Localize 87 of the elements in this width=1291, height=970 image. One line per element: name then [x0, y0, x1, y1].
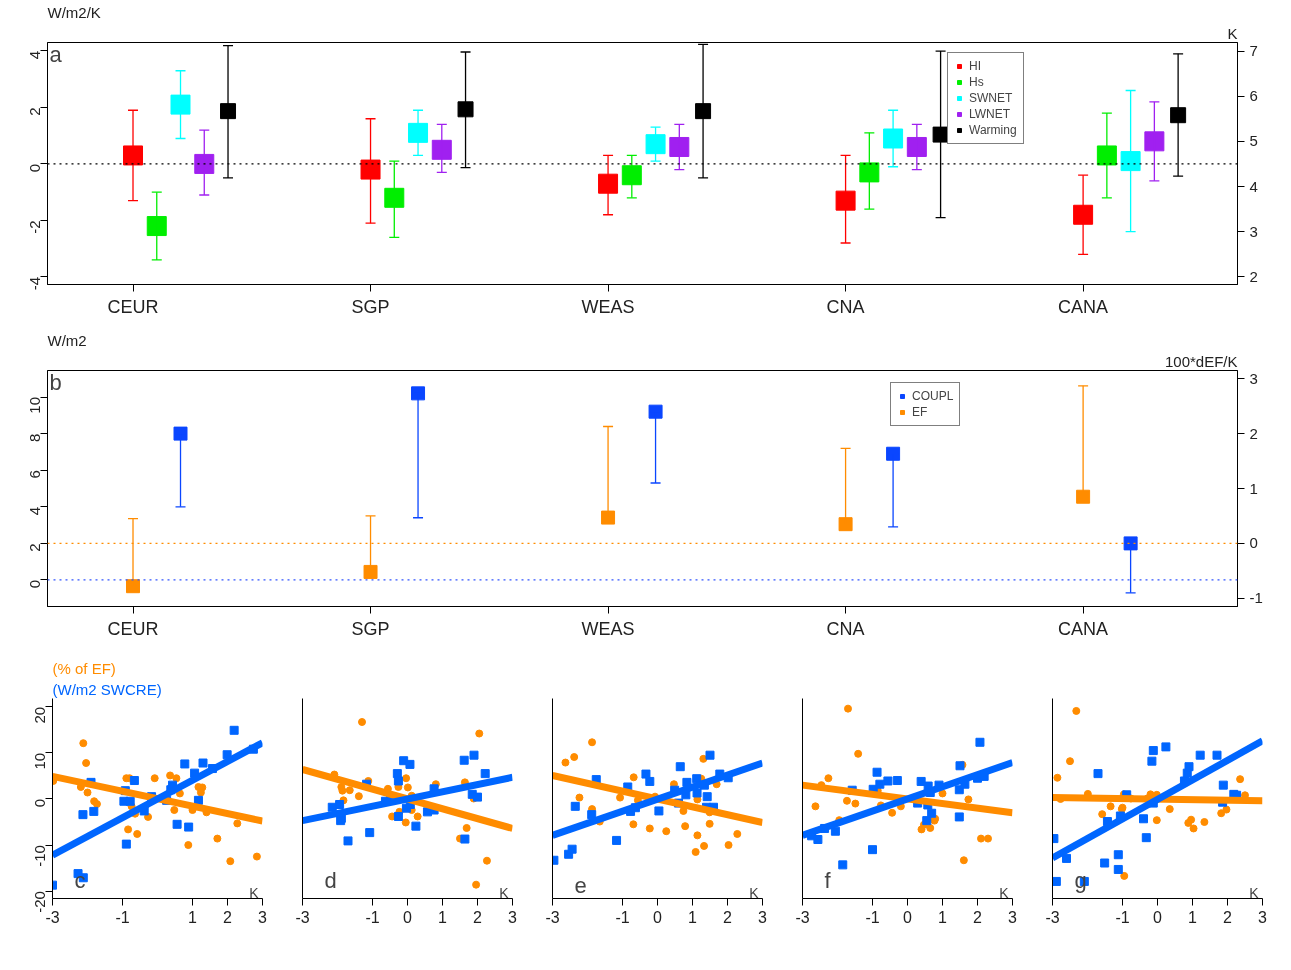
text: d: [324, 867, 337, 893]
legend-label: LWNET: [969, 107, 1011, 121]
x-tick-label: 2: [1223, 908, 1233, 926]
legend-label: SWNET: [969, 91, 1013, 105]
legend-label: COUPL: [912, 389, 954, 403]
y-tick-label: 0: [26, 163, 44, 173]
legend-label: EF: [912, 405, 929, 419]
legend-label: HI: [969, 59, 982, 73]
legend-label: Warming: [969, 123, 1017, 137]
text: e: [574, 872, 587, 898]
x-tick-label: 0: [653, 908, 663, 926]
x-tick-label: 1: [1188, 908, 1198, 926]
y-tick-label: -10: [31, 845, 49, 867]
y-axis-title: W/m2/K: [47, 3, 101, 21]
y2-tick-label: 0: [1249, 534, 1258, 552]
x-tick-label: 1: [438, 908, 448, 926]
x-axis-title: K: [1249, 884, 1260, 901]
y-tick-label: 8: [26, 433, 44, 442]
text: (% of EF): [52, 659, 116, 677]
text: f: [824, 867, 832, 893]
x-tick-label: CEUR: [107, 296, 159, 317]
text: (W/m2 SWCRE): [52, 680, 162, 698]
legend-label: Hs: [969, 75, 985, 89]
x-tick-label: 0: [1153, 908, 1163, 926]
x-tick-label: 2: [473, 908, 483, 926]
y2-axis-title: 100*dEF/K: [1164, 352, 1238, 370]
x-tick-label: SGP: [351, 618, 390, 639]
y2-tick-label: 1: [1249, 479, 1258, 497]
x-tick-label: 3: [1258, 908, 1268, 926]
x-tick-label: -1: [615, 908, 630, 926]
y-axis-title: W/m2: [47, 331, 87, 349]
x-tick-label: 2: [723, 908, 733, 926]
x-tick-label: -3: [1045, 908, 1060, 926]
x-tick-label: 3: [508, 908, 518, 926]
x-tick-label: 3: [758, 908, 768, 926]
x-tick-label: -1: [1115, 908, 1130, 926]
x-tick-label: WEAS: [581, 618, 635, 639]
x-tick-label: 2: [223, 908, 233, 926]
y2-tick-label: 3: [1249, 222, 1258, 240]
y-tick-label: 0: [31, 798, 49, 808]
x-tick-label: -3: [795, 908, 810, 926]
x-axis-title: K: [249, 884, 260, 901]
x-axis-title: K: [749, 884, 760, 901]
x-tick-label: CEUR: [107, 618, 159, 639]
x-tick-label: SGP: [351, 296, 390, 317]
y-tick-label: 4: [26, 506, 44, 516]
y-tick-label: 10: [26, 397, 44, 414]
y2-tick-label: 3: [1249, 369, 1258, 387]
y2-tick-label: 2: [1249, 267, 1258, 285]
x-tick-label: 3: [1008, 908, 1018, 926]
y2-tick-label: 7: [1249, 42, 1258, 60]
x-axis-title: K: [999, 884, 1010, 901]
x-tick-label: -3: [545, 908, 560, 926]
y2-tick-label: 4: [1249, 177, 1258, 195]
x-tick-label: CNA: [826, 296, 865, 317]
x-tick-label: 0: [903, 908, 913, 926]
x-tick-label: 1: [188, 908, 198, 926]
x-tick-label: -1: [115, 908, 130, 926]
x-tick-label: -1: [365, 908, 380, 926]
y2-axis-title: K: [1227, 24, 1238, 42]
y-tick-label: -2: [26, 220, 44, 234]
y-tick-label: 4: [26, 50, 44, 60]
y-tick-label: -4: [26, 276, 44, 291]
y2-tick-label: 5: [1249, 132, 1258, 150]
x-tick-label: 3: [258, 908, 268, 926]
x-tick-label: 0: [403, 908, 413, 926]
x-tick-label: 1: [688, 908, 698, 926]
x-tick-label: WEAS: [581, 296, 635, 317]
y-tick-label: 20: [31, 706, 49, 724]
x-tick-label: -1: [865, 908, 880, 926]
y-tick-label: 2: [26, 107, 44, 116]
y-tick-label: 0: [26, 579, 44, 589]
x-axis-title: K: [499, 884, 510, 901]
x-tick-label: CANA: [1058, 296, 1109, 317]
y2-tick-label: 6: [1249, 87, 1258, 105]
x-tick-label: CNA: [826, 618, 865, 639]
y2-tick-label: -1: [1249, 589, 1263, 607]
x-tick-label: -3: [295, 908, 310, 926]
y-tick-label: 2: [26, 543, 44, 552]
chart-title: b: [49, 369, 62, 395]
y2-tick-label: 2: [1249, 424, 1258, 442]
x-tick-label: CANA: [1058, 618, 1109, 639]
x-tick-label: 2: [973, 908, 983, 926]
x-tick-label: 1: [938, 908, 948, 926]
chart-title: a: [49, 41, 63, 67]
y-tick-label: 10: [31, 752, 49, 770]
y-tick-label: 6: [26, 470, 44, 479]
